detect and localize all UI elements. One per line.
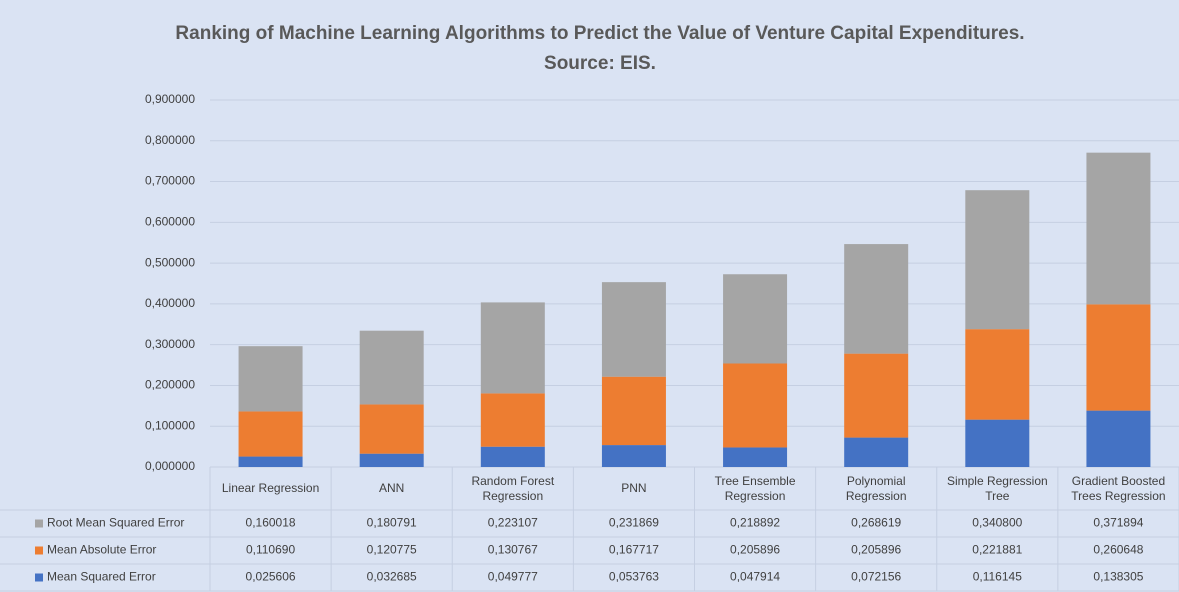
- bar-segment: [1086, 304, 1151, 411]
- table-value: 0,116145: [973, 570, 1022, 584]
- table-value: 0,032685: [367, 570, 417, 584]
- x-tick-label: Linear Regression: [221, 481, 320, 495]
- x-tick-label-box: ANN: [379, 481, 405, 495]
- bar-segment: [723, 274, 788, 364]
- table-value: 0,025606: [246, 570, 296, 584]
- legend-swatch: [35, 519, 43, 528]
- table-value: 0,180791: [367, 516, 417, 530]
- table-value: 0,047914: [730, 570, 780, 584]
- x-tick-label-box: Simple Regression Tree: [946, 473, 1048, 503]
- y-tick-label: 0,400000: [145, 296, 195, 310]
- table-value: 0,138305: [1093, 570, 1143, 584]
- chart-title: Ranking of Machine Learning Algorithms t…: [175, 23, 1024, 44]
- table-value: 0,221881: [972, 543, 1022, 557]
- table-value: 0,268619: [851, 516, 901, 530]
- bar-segment: [601, 282, 666, 377]
- bar-segment: [601, 445, 666, 467]
- bar-segment: [238, 346, 303, 412]
- x-tick-label-box: Tree Ensemble Regression: [714, 473, 796, 503]
- table-value: 0,205896: [851, 543, 901, 557]
- table-value: 0,223107: [488, 516, 538, 530]
- table-value: 0,049777: [488, 570, 538, 584]
- table-value: 0,340800: [972, 516, 1022, 530]
- bar-segment: [359, 453, 424, 467]
- x-tick-label-box: Random Forest Regression: [471, 473, 555, 503]
- x-tick-label: Tree Ensemble Regression: [714, 473, 796, 503]
- bar-segment: [844, 353, 909, 438]
- bar-segment: [965, 419, 1030, 467]
- y-tick-label: 0,300000: [145, 337, 195, 351]
- table-value: 0,260648: [1093, 543, 1143, 557]
- y-tick-label: 0,000000: [145, 459, 195, 473]
- x-tick-label: Random Forest Regression: [471, 473, 555, 503]
- y-tick-label: 0,100000: [145, 418, 195, 432]
- legend-label: Root Mean Squared Error: [47, 516, 184, 530]
- x-tick-label: Gradient Boosted Trees Regression: [1071, 473, 1166, 503]
- bar-segment: [359, 404, 424, 454]
- bar-segment: [480, 446, 545, 467]
- y-tick-label: 0,700000: [145, 174, 195, 188]
- table-value: 0,120775: [367, 543, 417, 557]
- bar-segment: [1086, 410, 1151, 467]
- bar-segment: [844, 437, 909, 467]
- table-value: 0,205896: [730, 543, 780, 557]
- legend-swatch: [35, 573, 43, 582]
- table-value: 0,110690: [246, 543, 295, 557]
- legend-label: Mean Absolute Error: [47, 543, 156, 557]
- x-tick-label-box: Linear Regression: [221, 481, 320, 495]
- table-value: 0,218892: [730, 516, 780, 530]
- x-tick-label: PNN: [621, 481, 647, 495]
- table-value: 0,371894: [1093, 516, 1143, 530]
- table-value: 0,160018: [246, 516, 296, 530]
- table-value: 0,053763: [609, 570, 659, 584]
- table-value: 0,167717: [609, 543, 659, 557]
- x-tick-label: ANN: [379, 481, 405, 495]
- table-value: 0,130767: [488, 543, 538, 557]
- y-tick-label: 0,600000: [145, 215, 195, 229]
- bar-segment: [359, 330, 424, 405]
- bar-segment: [723, 363, 788, 448]
- x-tick-label: Polynomial Regression: [845, 473, 907, 503]
- y-tick-label: 0,500000: [145, 255, 195, 269]
- x-tick-label-box: PNN: [621, 481, 647, 495]
- y-tick-label: 0,900000: [145, 92, 195, 106]
- x-tick-label-box: Gradient Boosted Trees Regression: [1071, 473, 1166, 503]
- bar-segment: [601, 376, 666, 446]
- bar-segment: [844, 244, 909, 354]
- legend-swatch: [35, 546, 43, 555]
- bar-segment: [965, 329, 1030, 420]
- table-value: 0,072156: [851, 570, 901, 584]
- bar-segment: [480, 302, 545, 394]
- bar-segment: [1086, 152, 1151, 305]
- chart-subtitle: Source: EIS.: [544, 53, 656, 74]
- x-tick-label: Simple Regression Tree: [946, 473, 1048, 503]
- x-tick-label-box: Polynomial Regression: [845, 473, 907, 503]
- bar-segment: [480, 393, 545, 447]
- bar-segment: [723, 447, 788, 467]
- legend-label: Mean Squared Error: [47, 570, 156, 584]
- bar-segment: [965, 190, 1030, 330]
- bar-segment: [238, 411, 303, 457]
- bar-segment: [238, 456, 303, 467]
- y-tick-label: 0,800000: [145, 133, 195, 147]
- y-tick-label: 0,200000: [145, 378, 195, 392]
- table-value: 0,231869: [609, 516, 659, 530]
